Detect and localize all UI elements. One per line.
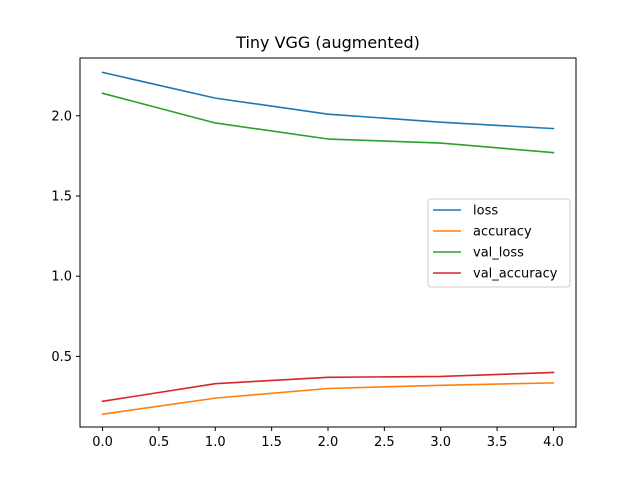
y-tick-label: 2.0 — [51, 109, 72, 124]
x-tick-label: 3.5 — [487, 435, 508, 450]
legend-label: loss — [473, 204, 498, 219]
legend-label: val_accuracy — [473, 267, 558, 282]
y-tick-label: 1.0 — [51, 270, 72, 285]
x-tick-label: 3.0 — [430, 435, 451, 450]
x-tick-label: 1.0 — [205, 435, 226, 450]
x-tick-label: 1.5 — [261, 435, 282, 450]
y-tick-label: 1.5 — [51, 189, 72, 204]
x-tick-label: 4.0 — [543, 435, 564, 450]
legend: loss accuracy val_loss val_accuracy — [428, 199, 570, 287]
x-tick-label: 2.5 — [374, 435, 395, 450]
chart-title: Tiny VGG (augmented) — [235, 33, 420, 52]
y-tick-label: 0.5 — [51, 350, 72, 365]
x-tick-label: 0.5 — [149, 435, 170, 450]
legend-label: accuracy — [473, 225, 532, 240]
x-tick-label: 2.0 — [318, 435, 339, 450]
legend-label: val_loss — [473, 246, 524, 261]
x-tick-label: 0.0 — [92, 435, 113, 450]
